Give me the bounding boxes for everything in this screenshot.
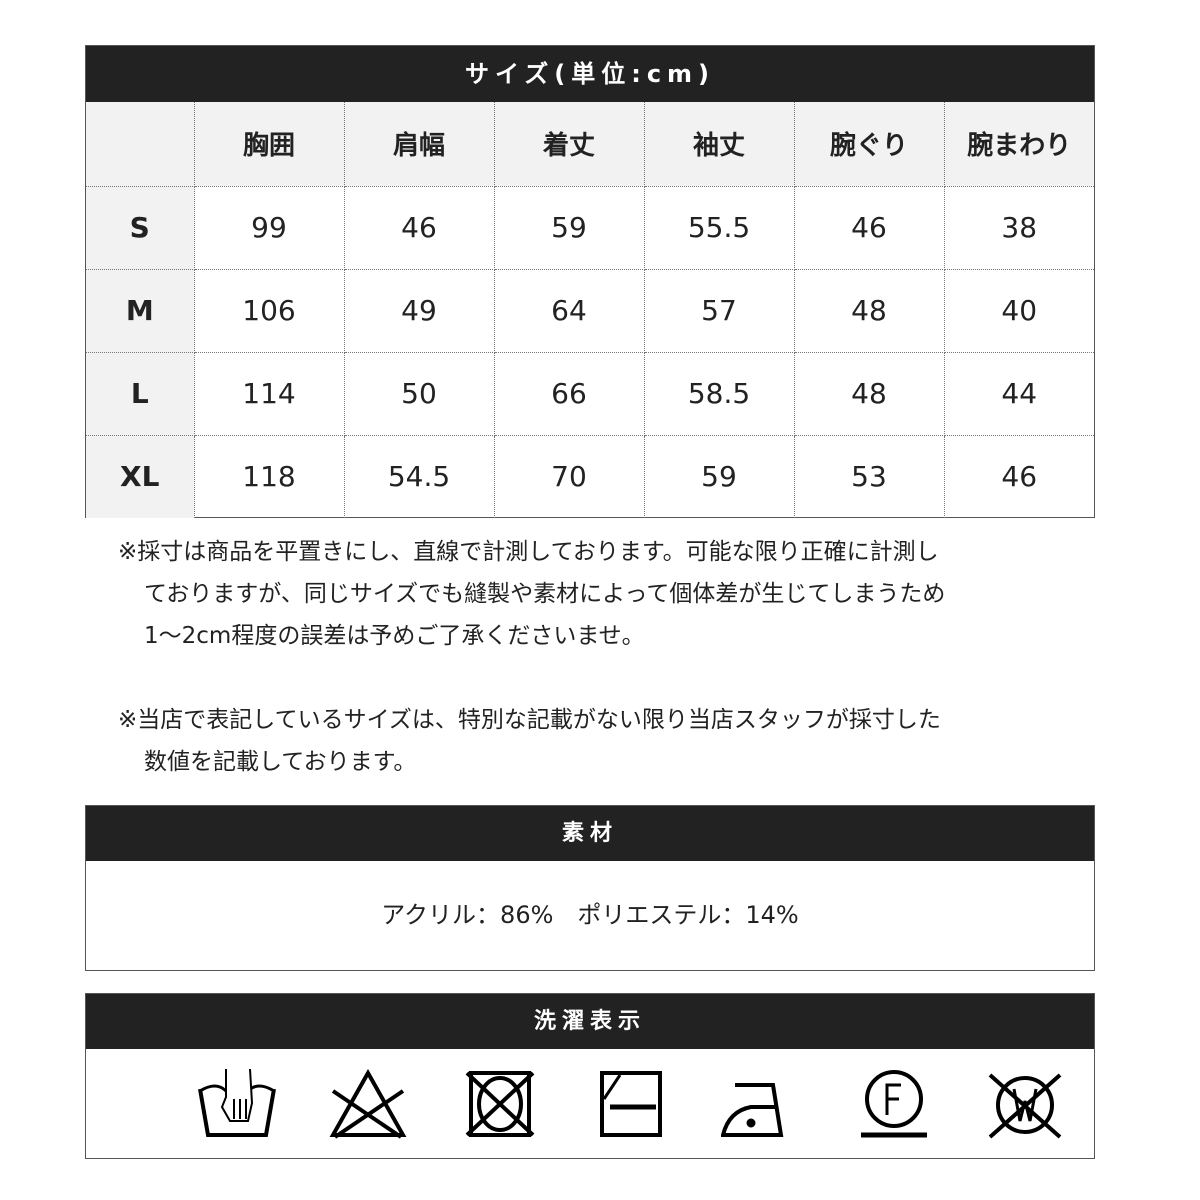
iron-low-icon <box>721 1082 784 1137</box>
table-cell: 腕まわり <box>943 102 1094 187</box>
table-cell: 58.5 <box>643 351 795 436</box>
table-cell: 114 <box>193 351 345 436</box>
care-box: 洗濯表示 <box>85 993 1095 1159</box>
material-text: アクリル：86% ポリエステル：14% <box>381 901 799 929</box>
size-label <box>86 102 195 187</box>
table-cell: 55.5 <box>643 185 795 270</box>
table-cell: 40 <box>943 268 1094 353</box>
size-title: サイズ(単位:cm) <box>86 46 1094 102</box>
note-line: 1～2cm程度の誤差は予めご了承くださいませ。 <box>144 623 645 649</box>
table-cell: 53 <box>793 434 945 518</box>
size-grid: 胸囲 肩幅 着丈 袖丈 腕ぐり 腕まわり S 99 46 59 55.5 46 38 M 106 49 64 57… <box>86 102 1094 518</box>
table-row: XL 118 54.5 70 59 53 46 <box>86 434 1094 518</box>
care-icons <box>86 1049 1094 1158</box>
table-cell: 腕ぐり <box>793 102 945 187</box>
note-line: ※採寸は商品を平置きにし、直線で計測しております。可能な限り正確に計測し <box>118 539 939 565</box>
flat-dry-shade-icon <box>599 1070 662 1137</box>
table-cell: 64 <box>493 268 645 353</box>
table-cell: 46 <box>343 185 495 270</box>
size-label: S <box>86 185 195 270</box>
table-cell: 50 <box>343 351 495 436</box>
table-row: M 106 49 64 57 48 40 <box>86 268 1094 353</box>
dry-clean-f-icon <box>860 1069 927 1137</box>
table-cell: 46 <box>943 434 1094 518</box>
table-cell: 袖丈 <box>643 102 795 187</box>
hand-wash-icon <box>198 1068 276 1137</box>
table-row: L 114 50 66 58.5 48 44 <box>86 351 1094 436</box>
table-row: S 99 46 59 55.5 46 38 <box>86 185 1094 270</box>
table-cell: 48 <box>793 268 945 353</box>
note-2: ※当店で表記しているサイズは、特別な記載がない限り当店スタッフが採寸した 数値を… <box>118 699 941 783</box>
table-cell: 54.5 <box>343 434 495 518</box>
care-title: 洗濯表示 <box>86 994 1094 1049</box>
size-label: M <box>86 268 195 353</box>
material-box: 素材 アクリル：86% ポリエステル：14% <box>85 805 1095 971</box>
size-table: サイズ(単位:cm) 胸囲 肩幅 着丈 袖丈 腕ぐり 腕まわり S 99 46 59 55.5 46 3… <box>85 45 1095 518</box>
table-cell: 着丈 <box>493 102 645 187</box>
size-label: L <box>86 351 195 436</box>
table-cell: 99 <box>193 185 345 270</box>
note-1: ※採寸は商品を平置きにし、直線で計測しております。可能な限り正確に計測し ており… <box>118 531 945 657</box>
table-cell: 胸囲 <box>193 102 345 187</box>
header-row: 胸囲 肩幅 着丈 袖丈 腕ぐり 腕まわり <box>86 102 1094 187</box>
material-title: 素材 <box>86 806 1094 861</box>
table-cell: 38 <box>943 185 1094 270</box>
table-cell: 肩幅 <box>343 102 495 187</box>
table-cell: 46 <box>793 185 945 270</box>
table-cell: 59 <box>493 185 645 270</box>
no-wet-clean-icon <box>988 1073 1062 1138</box>
table-cell: 106 <box>193 268 345 353</box>
no-bleach-icon <box>329 1068 407 1139</box>
table-cell: 48 <box>793 351 945 436</box>
table-cell: 70 <box>493 434 645 518</box>
table-cell: 66 <box>493 351 645 436</box>
table-cell: 59 <box>643 434 795 518</box>
size-label: XL <box>86 434 195 518</box>
note-line: ておりますが、同じサイズでも縫製や素材によって個体差が生じてしまうため <box>144 581 946 607</box>
note-line: 数値を記載しております。 <box>144 749 417 775</box>
table-cell: 44 <box>943 351 1094 436</box>
table-cell: 57 <box>643 268 795 353</box>
table-cell: 118 <box>193 434 345 518</box>
note-line: ※当店で表記しているサイズは、特別な記載がない限り当店スタッフが採寸した <box>118 707 941 733</box>
no-tumble-dry-icon <box>465 1070 535 1137</box>
table-cell: 49 <box>343 268 495 353</box>
